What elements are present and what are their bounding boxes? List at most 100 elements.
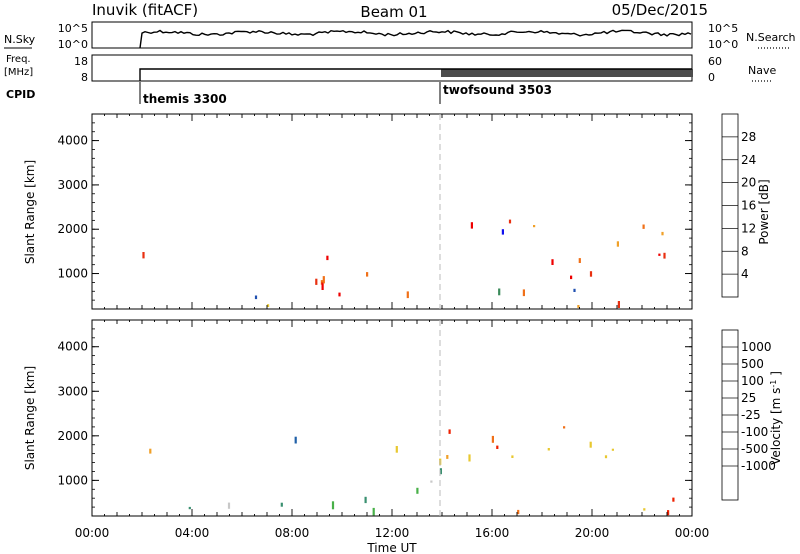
cpid-label: CPID — [6, 88, 35, 101]
echo-cell — [667, 510, 670, 516]
velocity-colorbar-tick-label: 25 — [741, 391, 756, 405]
echo-cell — [331, 501, 335, 510]
time-axis-label: Time UT — [366, 541, 417, 554]
echo-cell — [294, 436, 297, 444]
echo-cell — [491, 435, 494, 443]
velocity-echoes — [149, 426, 675, 516]
power-colorbar-tick-label: 4 — [741, 267, 749, 281]
nave-bars — [441, 69, 693, 77]
echo-cell — [611, 448, 614, 451]
echo-cell — [315, 278, 318, 285]
time-tick-label: 08:00 — [275, 526, 310, 540]
time-tick-label: 00:00 — [75, 526, 110, 540]
echo-cell — [578, 258, 581, 263]
echo-cell — [149, 448, 152, 454]
power-echoes — [142, 219, 666, 308]
echo-cell — [589, 271, 593, 277]
nave-label: Nave — [748, 64, 776, 77]
echo-cell — [589, 441, 592, 448]
echo-cell — [661, 231, 664, 236]
echo-cell — [280, 502, 283, 507]
echo-cell — [430, 480, 433, 483]
echo-cell — [616, 241, 619, 247]
echo-cell — [227, 502, 231, 509]
power-colorbar-tick-label: 16 — [741, 199, 756, 213]
freq-panel: Freq. [MHz] 18 8 60 0 Nave — [4, 54, 776, 84]
velocity-y-axis-label: Slant Range [km] — [23, 366, 37, 470]
echo-cell — [366, 272, 369, 277]
echo-cell — [338, 292, 341, 297]
echo-cell — [617, 301, 620, 308]
power-colorbar-tick-label: 28 — [741, 130, 756, 144]
power-colorbar-tick-label: 20 — [741, 176, 756, 190]
velocity-colorbar: 1000 500 100 25 -25 -100 -500 -1000 — [721, 329, 776, 501]
echo-cell — [188, 506, 191, 510]
noise-tick-top-left: 10^5 — [58, 22, 88, 35]
echo-cell — [416, 487, 419, 494]
echo-cell — [604, 455, 608, 459]
velocity-colorbar-tick-label: -100 — [741, 425, 768, 439]
echo-cell — [663, 252, 666, 259]
echo-cell — [522, 289, 525, 297]
velocity-axis: 1000 2000 3000 4000 — [57, 320, 693, 516]
echo-cell — [395, 446, 398, 453]
noise-tick-bottom-right: 10^0 — [708, 38, 738, 51]
echo-cell — [563, 426, 566, 429]
y-tick-label: 2000 — [57, 429, 88, 443]
power-colorbar-tick-label: 8 — [741, 244, 749, 258]
echo-cell — [448, 429, 451, 434]
echo-cell — [517, 509, 520, 515]
echo-cell — [551, 259, 554, 265]
y-tick-label: 1000 — [57, 473, 88, 487]
date-title: 05/Dec/2015 — [612, 1, 708, 19]
freq-unit-label: [MHz] — [4, 67, 33, 78]
echo-cell — [254, 295, 258, 300]
cpid-row: CPID themis 3300 twofsound 3503 — [6, 82, 552, 106]
echo-cell — [643, 508, 646, 511]
time-tick-label: 00:00 — [675, 526, 710, 540]
time-axis: 00:00 04:00 08:00 12:00 16:00 20:00 00:00 — [75, 526, 710, 540]
echo-cell — [470, 222, 473, 229]
echo-cell — [573, 288, 576, 292]
nsky-label: N.Sky — [4, 33, 36, 46]
power-colorbar-label: Power [dB] — [757, 179, 771, 244]
power-colorbar-tick-label: 12 — [741, 221, 756, 235]
freq-tick-bottom: 8 — [81, 71, 88, 84]
cpid-segment-themis: themis 3300 — [143, 92, 227, 106]
echo-cell — [267, 304, 270, 307]
echo-cell — [511, 455, 514, 458]
echo-cell — [533, 225, 536, 228]
y-tick-label: 3000 — [57, 384, 88, 398]
velocity-colorbar-tick-label: 100 — [741, 374, 764, 388]
station-title: Inuvik (fitACF) — [92, 1, 198, 19]
noise-tick-bottom-left: 10^0 — [58, 38, 88, 51]
nave-tick-top: 60 — [708, 55, 722, 68]
velocity-colorbar-tick-label: 1000 — [741, 340, 772, 354]
y-tick-label: 1000 — [57, 267, 88, 281]
velocity-colorbar-tick-label: -500 — [741, 442, 768, 456]
echo-cell — [570, 275, 573, 280]
power-axis: 1000 2000 3000 4000 — [57, 114, 693, 309]
beam-title: Beam 01 — [360, 3, 427, 21]
echo-cell — [496, 445, 499, 449]
power-y-axis-label: Slant Range [km] — [23, 160, 37, 264]
echo-cell — [439, 468, 442, 475]
echo-cell — [498, 288, 501, 296]
y-tick-label: 3000 — [57, 178, 88, 192]
echo-cell — [672, 497, 675, 502]
velocity-colorbar-label: Velocity [m s-1 ] — [765, 371, 783, 465]
echo-cell — [642, 224, 645, 229]
freq-tick-top: 18 — [74, 55, 88, 68]
echo-cell — [577, 305, 580, 308]
echo-cell — [326, 255, 329, 261]
y-tick-label: 4000 — [57, 134, 88, 148]
freq-label: Freq. — [6, 54, 31, 65]
power-colorbar: 4 8 12 16 20 24 28 — [721, 113, 756, 298]
velocity-colorbar-tick-label: 500 — [741, 357, 764, 371]
echo-cell — [508, 219, 512, 224]
time-tick-label: 12:00 — [375, 526, 410, 540]
time-tick-label: 20:00 — [575, 526, 610, 540]
freq-trace — [139, 68, 692, 81]
echo-cell — [364, 496, 367, 504]
echo-cell — [658, 253, 661, 256]
